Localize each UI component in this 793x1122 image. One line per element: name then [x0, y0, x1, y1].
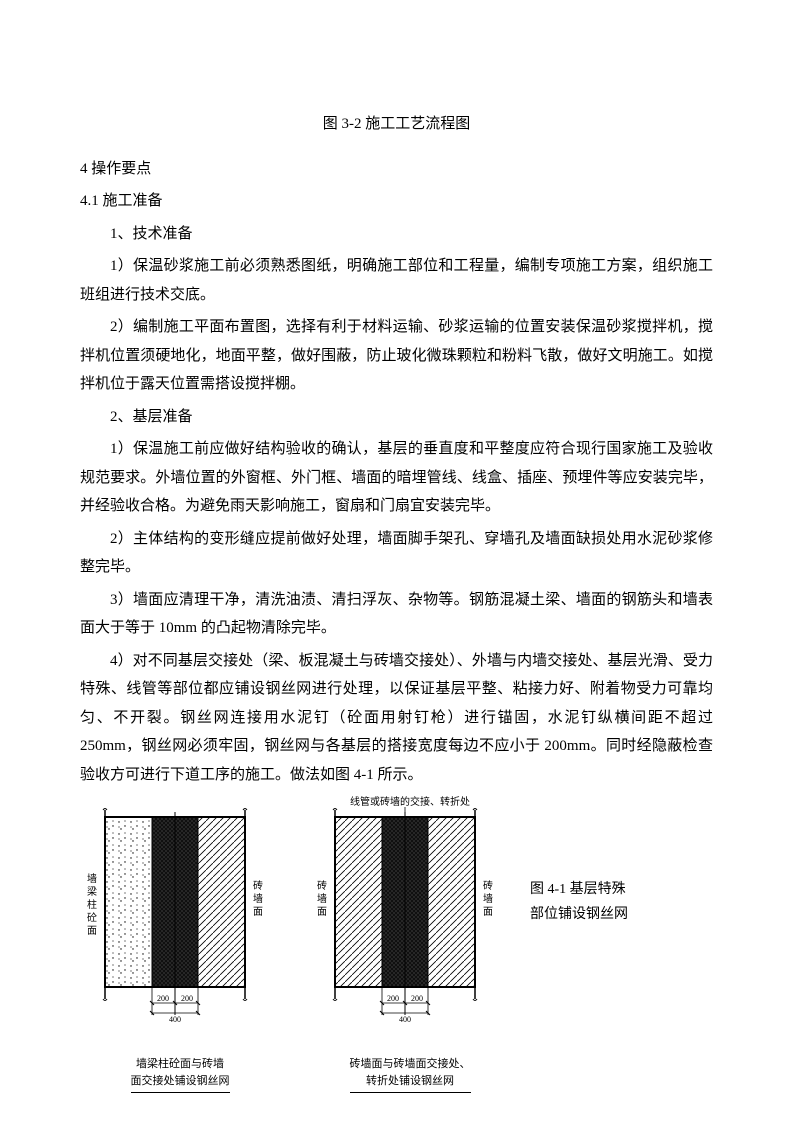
two-diagrams: 墙 梁 柱 砼 面 砖 墙 面 200 — [80, 807, 510, 1093]
svg-text:面: 面 — [87, 926, 97, 937]
diagram-left: 墙 梁 柱 砼 面 砖 墙 面 200 — [80, 807, 280, 1093]
svg-text:柱: 柱 — [87, 898, 97, 911]
diag-right-label-right: 砖 — [483, 879, 493, 892]
diag-left-label-right: 砖 — [253, 879, 263, 892]
para-2-4: 4）对不同基层交接处（梁、板混凝土与砖墙交接处）、外墙与内墙交接处、基层光滑、受… — [80, 647, 713, 790]
svg-text:墙: 墙 — [483, 892, 493, 905]
heading-4-1: 4.1 施工准备 — [80, 187, 713, 216]
diagram-header-caption: 线管或砖墙的交接、转折处 — [350, 793, 470, 812]
diag-right-label-left: 砖 — [317, 879, 327, 892]
dim-400: 400 — [169, 1015, 181, 1024]
diagram-right-svg: 砖 墙 面 砖 墙 面 200 200 400 — [310, 807, 510, 1037]
para-1-2: 2）编制施工平面布置图，选择有利于材料运输、砂浆运输的位置安装保温砂浆搅拌机，搅… — [80, 313, 713, 399]
diagram-left-svg: 墙 梁 柱 砼 面 砖 墙 面 200 — [80, 807, 280, 1037]
heading-4: 4 操作要点 — [80, 155, 713, 184]
diagram-area: 墙 梁 柱 砼 面 砖 墙 面 200 — [80, 807, 713, 1093]
diagram-left-caption: 墙梁柱砼面与砖墙 面交接处铺设钢丝网 — [131, 1056, 230, 1093]
dim-200-r: 200 — [181, 994, 193, 1003]
dim-200-r2: 200 — [411, 994, 423, 1003]
subhead-2: 2、基层准备 — [80, 403, 713, 432]
svg-text:面: 面 — [483, 907, 493, 918]
para-1-1: 1）保温砂浆施工前必须熟悉图纸，明确施工部位和工程量，编制专项施工方案，组织施工… — [80, 252, 713, 309]
dim-200-l: 200 — [157, 994, 169, 1003]
para-2-3: 3）墙面应清理干净，清洗油渍、清扫浮灰、杂物等。钢筋混凝土梁、墙面的钢筋头和墙表… — [80, 586, 713, 643]
svg-text:墙: 墙 — [253, 892, 263, 905]
diagram-right-caption: 砖墙面与砖墙面交接处、 转折处铺设钢丝网 — [350, 1056, 471, 1093]
svg-text:砼: 砼 — [87, 911, 97, 924]
svg-text:面: 面 — [317, 907, 327, 918]
para-2-2: 2）主体结构的变形缝应提前做好处理，墙面脚手架孔、穿墙孔及墙面缺损处用水泥砂浆修… — [80, 525, 713, 582]
figure-title-3-2: 图 3-2 施工工艺流程图 — [80, 110, 713, 139]
diag-left-label-left: 墙 — [87, 872, 97, 885]
para-2-1: 1）保温施工前应做好结构验收的确认，基层的垂直度和平整度应符合现行国家施工及验收… — [80, 435, 713, 521]
dim-400-2: 400 — [399, 1015, 411, 1024]
svg-text:梁: 梁 — [87, 885, 97, 898]
diagram-right: 线管或砖墙的交接、转折处 — [310, 807, 510, 1093]
svg-text:墙: 墙 — [317, 892, 327, 905]
svg-text:面: 面 — [253, 907, 263, 918]
subhead-1: 1、技术准备 — [80, 220, 713, 249]
figure-4-1-caption: 图 4-1 基层特殊 部位铺设钢丝网 — [530, 807, 628, 927]
dim-200-l2: 200 — [387, 994, 399, 1003]
